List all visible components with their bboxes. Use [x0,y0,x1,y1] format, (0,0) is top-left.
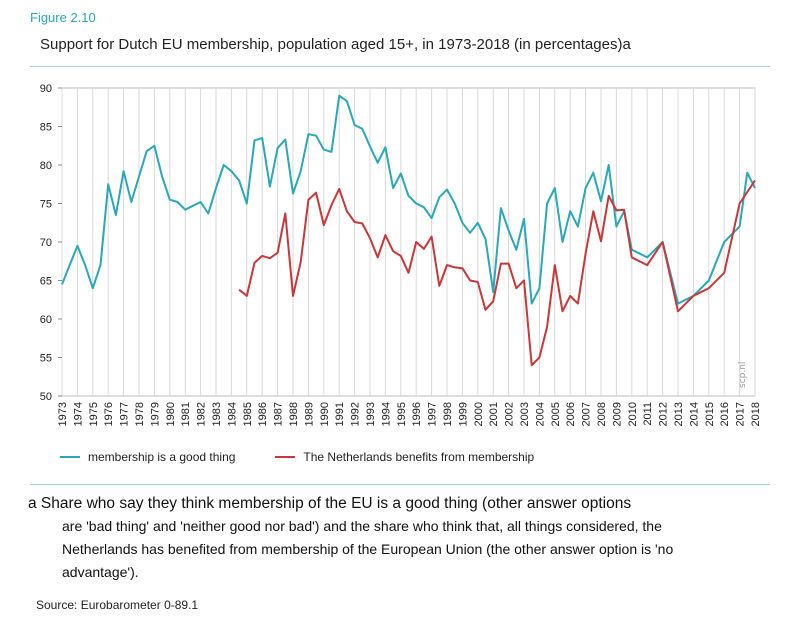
x-tick-label: 1975 [88,402,100,426]
bottom-divider [30,484,770,485]
x-tick-label: 1997 [427,402,439,426]
x-tick-label: 1995 [396,402,408,426]
x-tick-label: 2018 [750,402,762,426]
x-tick-label: 2014 [688,402,700,426]
x-tick-label: 2000 [473,402,485,426]
x-tick-label: 2007 [581,402,593,426]
source-note: Source: Eurobarometer 0-89.1 [36,598,199,612]
x-tick-label: 2010 [627,402,639,426]
chart-grid [61,87,756,397]
x-tick-label: 1999 [457,402,469,426]
x-tick-label: 1982 [196,402,208,426]
top-divider [30,66,770,67]
y-tick-label: 90 [40,83,52,95]
y-tick-label: 65 [40,276,52,288]
x-tick-label: 2002 [504,402,516,426]
y-tick-label: 75 [40,199,52,211]
x-tick-label: 1979 [149,402,161,426]
x-tick-label: 1991 [334,402,346,426]
legend-label-good-thing: membership is a good thing [88,450,236,464]
x-tick-label: 1976 [103,402,115,426]
x-tick-label: 2006 [565,402,577,426]
x-tick-label: 1984 [226,402,238,426]
x-tick-label: 2011 [642,402,654,426]
y-tick-label: 80 [40,160,52,172]
x-tick-label: 1977 [119,402,131,426]
x-tick-label: 1985 [242,402,254,426]
x-tick-label: 1989 [303,402,315,426]
plot-frame [61,87,756,397]
x-tick-label: 2015 [704,402,716,426]
y-tick-label: 60 [40,314,52,326]
y-tick-label: 70 [40,237,52,249]
legend-swatch-good-thing [60,456,80,458]
x-tick-label: 1978 [134,402,146,426]
x-tick-label: 2005 [550,402,562,426]
x-tick-label: 2017 [735,402,747,426]
figure-label: Figure 2.10 [30,10,96,25]
legend-item-benefits: The Netherlands benefits from membership [275,450,534,464]
x-tick-label: 1998 [442,402,454,426]
x-tick-label: 2004 [534,402,546,426]
x-tick-label: 1993 [365,402,377,426]
series-line-benefits [238,179,756,367]
x-tick-label: 2012 [658,402,670,426]
y-tick-label: 85 [40,122,52,134]
x-tick-label: 1983 [211,402,223,426]
line-chart: 1973 1974 1975 1976 1977 1978 1979 1980 1981 1982… [40,83,762,426]
x-tick-label: 2008 [596,402,608,426]
legend-swatch-benefits [275,456,296,458]
x-tick-label: 1987 [273,402,285,426]
x-tick-label: 2013 [673,402,685,426]
x-tick-label: 2003 [519,402,531,426]
footnote-first-line: a Share who say they think membership of… [28,495,632,512]
x-tick-label: 1992 [350,402,362,426]
legend-item-good-thing: membership is a good thing [60,450,235,464]
legend-label-benefits: The Netherlands benefits from membership [303,450,535,464]
x-tick-label: 1990 [319,402,331,426]
footnote-continuation: are 'bad thing' and 'neither good nor ba… [62,518,674,580]
x-tick-label: 1994 [380,402,392,426]
x-tick-label: 1974 [72,402,84,426]
x-tick-label: 1988 [288,402,300,426]
x-tick-label: 2016 [719,402,731,426]
watermark-text: scp.nl [738,362,748,388]
series-line-good-thing [61,94,756,305]
x-tick-label: 2001 [488,402,500,426]
figure-title: Support for Dutch EU membership, populat… [40,36,631,53]
x-tick-label: 1980 [165,402,177,426]
x-tick-label: 2009 [611,402,623,426]
x-tick-label: 1973 [57,402,69,426]
x-tick-label: 1981 [180,402,192,426]
chart-series [61,94,756,367]
chart-axes: 1973 1974 1975 1976 1977 1978 1979 1980 1981 1982… [40,83,762,426]
x-tick-label: 1986 [257,402,269,426]
y-tick-label: 55 [40,353,52,365]
y-tick-label: 50 [40,391,52,403]
footnote: a Share who say they think membership of… [28,492,728,584]
x-tick-label: 1996 [411,402,423,426]
chart-legend: membership is a good thing The Netherlan… [60,450,574,464]
